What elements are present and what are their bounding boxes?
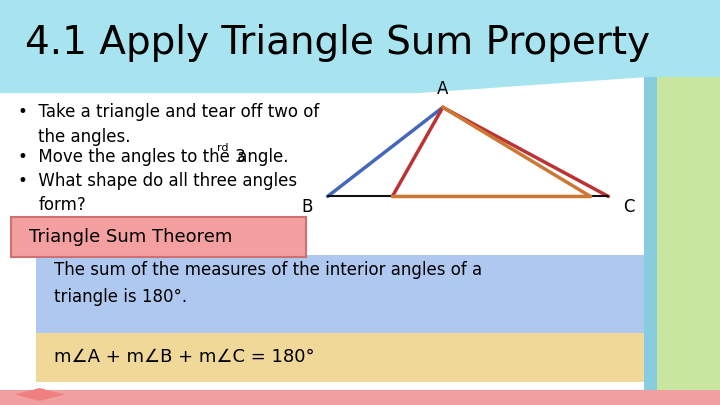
FancyBboxPatch shape: [644, 0, 657, 405]
Text: •  Take a triangle and tear off two of: • Take a triangle and tear off two of: [18, 103, 319, 121]
Text: m∠A + m∠B + m∠C = 180°: m∠A + m∠B + m∠C = 180°: [54, 348, 315, 366]
Text: Triangle Sum Theorem: Triangle Sum Theorem: [29, 228, 232, 246]
Text: the angles.: the angles.: [38, 128, 130, 145]
Text: A: A: [437, 81, 449, 98]
Text: •  What shape do all three angles: • What shape do all three angles: [18, 172, 297, 190]
FancyBboxPatch shape: [36, 333, 644, 382]
Text: angle.: angle.: [232, 148, 288, 166]
Text: C: C: [623, 198, 634, 216]
Polygon shape: [14, 388, 65, 401]
Text: form?: form?: [38, 196, 86, 214]
Polygon shape: [0, 0, 720, 93]
Text: 4.1 Apply Triangle Sum Property: 4.1 Apply Triangle Sum Property: [25, 23, 650, 62]
FancyBboxPatch shape: [36, 255, 644, 338]
Text: rd: rd: [217, 143, 229, 153]
FancyBboxPatch shape: [0, 390, 720, 405]
Text: The sum of the measures of the interior angles of a
triangle is 180°.: The sum of the measures of the interior …: [54, 261, 482, 306]
FancyBboxPatch shape: [11, 217, 306, 257]
FancyBboxPatch shape: [655, 0, 720, 405]
Text: B: B: [302, 198, 313, 216]
Text: •  Move the angles to the 3: • Move the angles to the 3: [18, 148, 246, 166]
